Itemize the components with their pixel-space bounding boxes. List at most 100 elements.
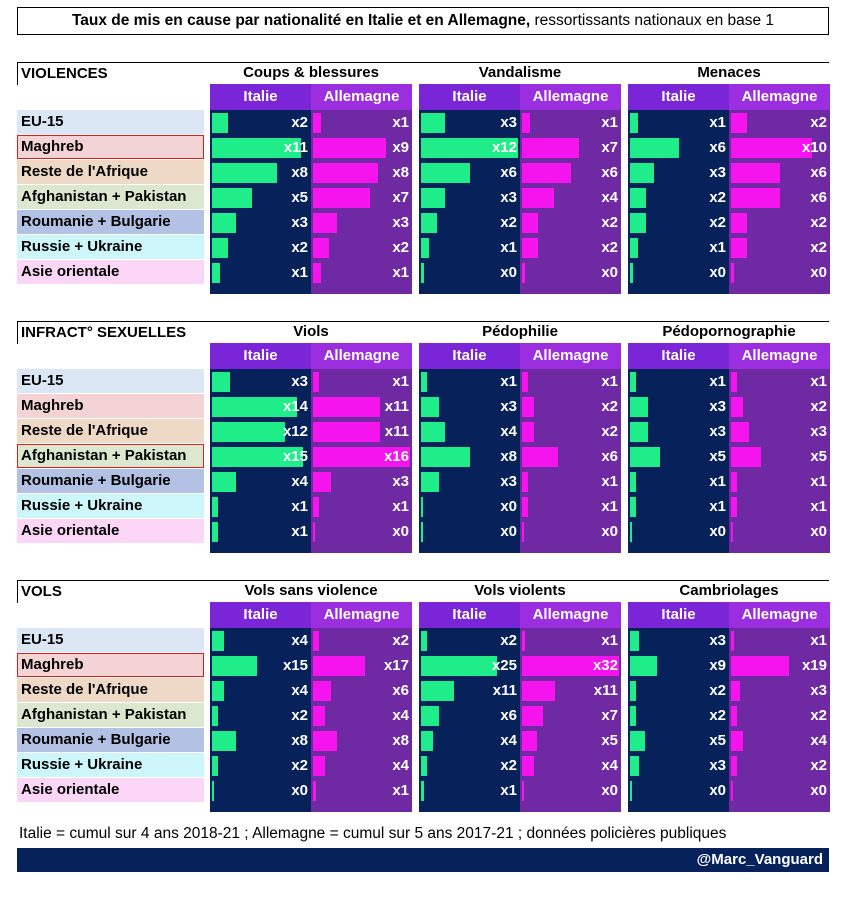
italie-value-label: x1 [709,473,726,490]
allemagne-value-label: x1 [601,114,618,131]
allemagne-bar [522,447,558,467]
italie-value-label: x8 [291,164,308,181]
row-label-maghreb: Maghreb [17,653,204,677]
allemagne-value-label: x2 [810,757,827,774]
italie-value-label: x1 [709,373,726,390]
italie-bar [421,238,429,258]
row-label-eu-15: EU-15 [17,369,204,393]
allemagne-bar [313,681,331,701]
allemagne-bar [313,372,319,392]
italie-bar [212,397,297,417]
italie-bar [421,163,470,183]
allemagne-value-label: x1 [601,373,618,390]
allemagne-bar [313,263,321,283]
italie-bar [212,447,303,467]
allemagne-bar [731,213,747,233]
italie-bar [630,372,636,392]
italie-value-label: x2 [500,757,517,774]
allemagne-value-label: x0 [810,523,827,540]
italie-bar [630,472,636,492]
allemagne-value-label: x2 [392,632,409,649]
italie-bar [212,681,224,701]
italie-value-label: x0 [500,498,517,515]
allemagne-value-label: x3 [392,473,409,490]
italie-bar [630,238,638,258]
allemagne-bar [313,113,321,133]
italie-value-label: x3 [500,473,517,490]
italie-bar [212,631,224,651]
panel-vols-sans-violence: Italie Allemagne x4 x15 x4 x2 x8 x2 x0 x2 x17 x6 x4 x… [210,602,412,812]
allemagne-value-label: x1 [392,782,409,799]
footer-note: Italie = cumul sur 4 ans 2018-21 ; Allem… [19,825,727,842]
allemagne-bar [313,238,329,258]
allemagne-value-label: x4 [392,757,409,774]
italie-value-label: x3 [709,757,726,774]
italie-bar [212,113,228,133]
italie-value-label: x4 [291,682,308,699]
panel-viols: Italie Allemagne x3 x14 x12 x15 x4 x1 x1 x1 x11 x11… [210,343,412,553]
allemagne-value-label: x2 [810,398,827,415]
italie-value-label: x3 [709,632,726,649]
allemagne-value-label: x11 [384,398,409,415]
allemagne-value-label: x1 [601,473,618,490]
allemagne-value-label: x2 [810,239,827,256]
allemagne-value-label: x1 [392,373,409,390]
allemagne-value-label: x2 [601,239,618,256]
italie-value-label: x1 [709,239,726,256]
italie-value-label: x14 [282,398,308,415]
allemagne-value-label: x32 [592,657,618,674]
italie-value-label: x4 [291,632,308,649]
allemagne-bar [313,213,337,233]
column-header-allemagne: Allemagne [311,602,412,628]
italie-value-label: x2 [291,707,308,724]
italie-value-label: x1 [291,498,308,515]
italie-bar [212,781,214,801]
panel-title-vols-sans-violence: Vols sans violence [244,582,378,599]
allemagne-bar [731,188,780,208]
italie-bar [421,213,437,233]
column-header-allemagne: Allemagne [520,343,621,369]
row-label-afghanistan-pakistan: Afghanistan + Pakistan [17,703,204,727]
italie-value-label: x25 [491,657,517,674]
allemagne-bar [731,397,743,417]
allemagne-bar [731,238,747,258]
allemagne-bar [313,397,380,417]
column-header-allemagne: Allemagne [311,343,412,369]
allemagne-bar [522,656,619,676]
italie-value-label: x4 [500,423,517,440]
panel-vols-violents: Italie Allemagne x2 x25 x11 x6 x4 x2 x1 x1 x32 x11 x… [419,602,621,812]
panel-title-viols: Viols [293,323,329,340]
allemagne-bar [313,138,386,158]
italie-value-label: x1 [500,782,517,799]
allemagne-bar [313,447,410,467]
italie-value-label: x11 [283,139,308,156]
panel-title-pedophilie: Pédophilie [482,323,558,340]
allemagne-bar [522,372,528,392]
allemagne-value-label: x3 [392,214,409,231]
italie-bar [421,372,427,392]
allemagne-bar [522,781,524,801]
allemagne-bar [731,113,747,133]
column-header-allemagne: Allemagne [311,84,412,110]
allemagne-bar [731,756,737,776]
allemagne-value-label: x5 [810,448,827,465]
italie-bar [212,372,230,392]
italie-bar [421,138,518,158]
allemagne-value-label: x10 [801,139,827,156]
allemagne-value-label: x0 [810,264,827,281]
allemagne-bar [522,522,524,542]
italie-bar [212,497,218,517]
italie-value-label: x15 [282,657,308,674]
italie-value-label: x4 [500,732,517,749]
italie-bar [630,731,645,751]
allemagne-value-label: x1 [810,473,827,490]
italie-bar [421,113,445,133]
italie-value-label: x0 [291,782,308,799]
allemagne-value-label: x3 [810,682,827,699]
italie-bar [630,522,632,542]
italie-value-label: x0 [709,523,726,540]
italie-value-label: x2 [709,189,726,206]
italie-bar [212,263,220,283]
allemagne-value-label: x7 [392,189,409,206]
allemagne-value-label: x2 [601,398,618,415]
